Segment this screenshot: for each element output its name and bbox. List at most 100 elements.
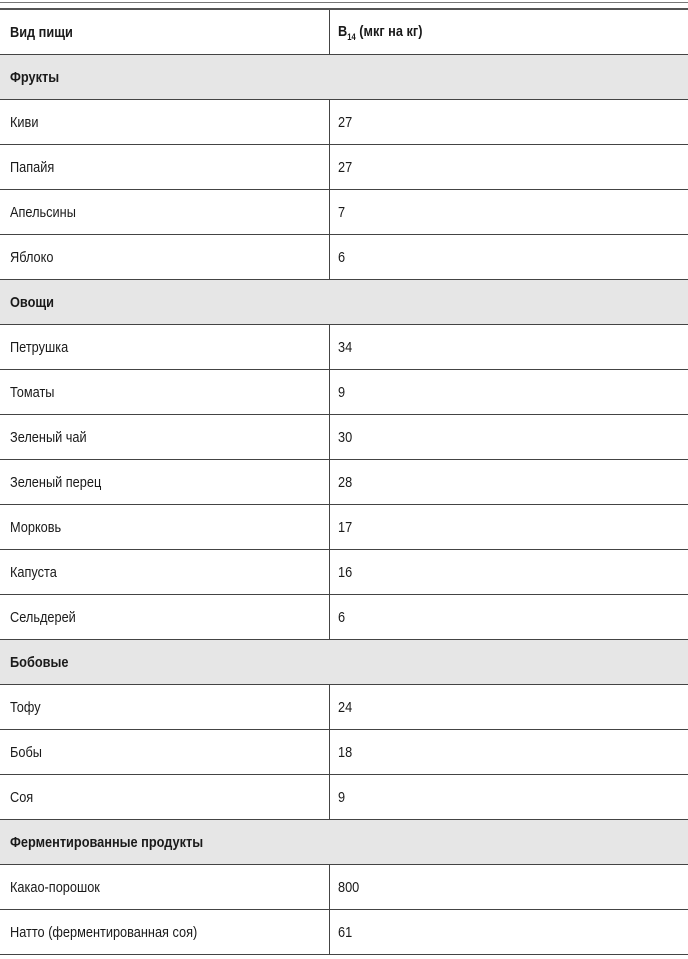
table-row: Капуста 16 — [0, 549, 688, 595]
group-label: Овощи — [10, 293, 54, 311]
value-cell: 9 — [328, 774, 688, 820]
food-cell: Сельдерей — [0, 594, 329, 640]
b14-value: 16 — [337, 563, 352, 581]
value-cell: 17 — [328, 504, 688, 550]
food-name: Соя — [10, 788, 34, 806]
food-name: Зеленый перец — [10, 473, 102, 491]
table-row: Тофу 24 — [0, 684, 688, 730]
b14-value: 9 — [337, 383, 345, 401]
food-name: Сельдерей — [10, 608, 76, 626]
food-name: Морковь — [10, 518, 62, 536]
table-header-row: Вид пищи B14 (мкг на кг) — [0, 8, 688, 55]
food-name: Петрушка — [10, 338, 69, 356]
b14-content-table: Вид пищи B14 (мкг на кг) Фрукты Киви 27 Пап… — [0, 8, 688, 955]
food-cell: Апельсины — [0, 189, 329, 235]
food-name: Яблоко — [10, 248, 54, 266]
food-cell: Капуста — [0, 549, 329, 595]
header-food-type-label: Вид пищи — [10, 23, 73, 41]
food-name: Апельсины — [10, 203, 76, 221]
food-cell: Зеленый чай — [0, 414, 329, 460]
food-name: Натто (ферментированная соя) — [10, 923, 198, 941]
food-name: Бобы — [10, 743, 42, 761]
b14-value: 6 — [337, 608, 345, 626]
value-cell: 9 — [328, 369, 688, 415]
table-row: Киви 27 — [0, 99, 688, 145]
table-row: Томаты 9 — [0, 369, 688, 415]
food-cell: Тофу — [0, 684, 329, 730]
food-cell: Томаты — [0, 369, 329, 415]
table-row: Бобы 18 — [0, 729, 688, 775]
food-name: Томаты — [10, 383, 55, 401]
table-row: Сельдерей 6 — [0, 594, 688, 640]
value-cell: 61 — [328, 909, 688, 955]
value-cell: 16 — [328, 549, 688, 595]
group-row: Бобовые — [0, 639, 688, 685]
header-b14: B14 (мкг на кг) — [328, 8, 688, 55]
value-cell: 18 — [328, 729, 688, 775]
group-label: Бобовые — [10, 653, 69, 671]
b14-value: 28 — [337, 473, 352, 491]
table-row: Папайя 27 — [0, 144, 688, 190]
food-name: Какао-порошок — [10, 878, 100, 896]
value-cell: 34 — [328, 324, 688, 370]
top-rule — [0, 2, 688, 3]
table-row: Зеленый перец 28 — [0, 459, 688, 505]
table-row: Какао-порошок 800 — [0, 864, 688, 910]
food-name: Капуста — [10, 563, 57, 581]
value-cell: 6 — [328, 234, 688, 280]
b14-value: 17 — [337, 518, 352, 536]
b14-value: 18 — [337, 743, 352, 761]
b14-value: 61 — [337, 923, 352, 941]
food-cell: Бобы — [0, 729, 329, 775]
value-cell: 27 — [328, 144, 688, 190]
food-cell: Киви — [0, 99, 329, 145]
value-cell: 28 — [328, 459, 688, 505]
table-row: Натто (ферментированная соя) 61 — [0, 909, 688, 955]
food-name: Киви — [10, 113, 39, 131]
value-cell: 800 — [328, 864, 688, 910]
b14-value: 34 — [337, 338, 352, 356]
value-cell: 30 — [328, 414, 688, 460]
header-b14-subscript: 14 — [346, 31, 356, 42]
table-row: Морковь 17 — [0, 504, 688, 550]
header-food-type: Вид пищи — [0, 8, 329, 55]
group-cell: Фрукты — [0, 54, 688, 100]
b14-value: 6 — [337, 248, 345, 266]
food-cell: Натто (ферментированная соя) — [0, 909, 329, 955]
header-b14-letter: B — [337, 22, 347, 40]
value-cell: 6 — [328, 594, 688, 640]
b14-value: 30 — [337, 428, 352, 446]
group-cell: Бобовые — [0, 639, 688, 685]
group-row: Овощи — [0, 279, 688, 325]
table-row: Соя 9 — [0, 774, 688, 820]
food-cell: Какао-порошок — [0, 864, 329, 910]
food-cell: Папайя — [0, 144, 329, 190]
value-cell: 27 — [328, 99, 688, 145]
b14-value: 24 — [337, 698, 352, 716]
food-cell: Соя — [0, 774, 329, 820]
group-row: Ферментированные продукты — [0, 819, 688, 865]
food-cell: Петрушка — [0, 324, 329, 370]
header-b14-label: B14 (мкг на кг) — [338, 23, 422, 42]
table-row: Петрушка 34 — [0, 324, 688, 370]
b14-value: 800 — [337, 878, 359, 896]
b14-value: 9 — [337, 788, 345, 806]
value-cell: 24 — [328, 684, 688, 730]
food-cell: Яблоко — [0, 234, 329, 280]
b14-value: 7 — [337, 203, 345, 221]
food-name: Зеленый чай — [10, 428, 87, 446]
table-row: Яблоко 6 — [0, 234, 688, 280]
table-row: Апельсины 7 — [0, 189, 688, 235]
group-row: Фрукты — [0, 54, 688, 100]
header-b14-unit: (мкг на кг) — [355, 22, 422, 40]
group-label: Ферментированные продукты — [10, 833, 204, 851]
group-cell: Ферментированные продукты — [0, 819, 688, 865]
b14-value: 27 — [337, 113, 352, 131]
group-label: Фрукты — [10, 68, 60, 86]
value-cell: 7 — [328, 189, 688, 235]
table-row: Зеленый чай 30 — [0, 414, 688, 460]
food-cell: Зеленый перец — [0, 459, 329, 505]
food-name: Тофу — [10, 698, 41, 716]
b14-value: 27 — [337, 158, 352, 176]
food-cell: Морковь — [0, 504, 329, 550]
